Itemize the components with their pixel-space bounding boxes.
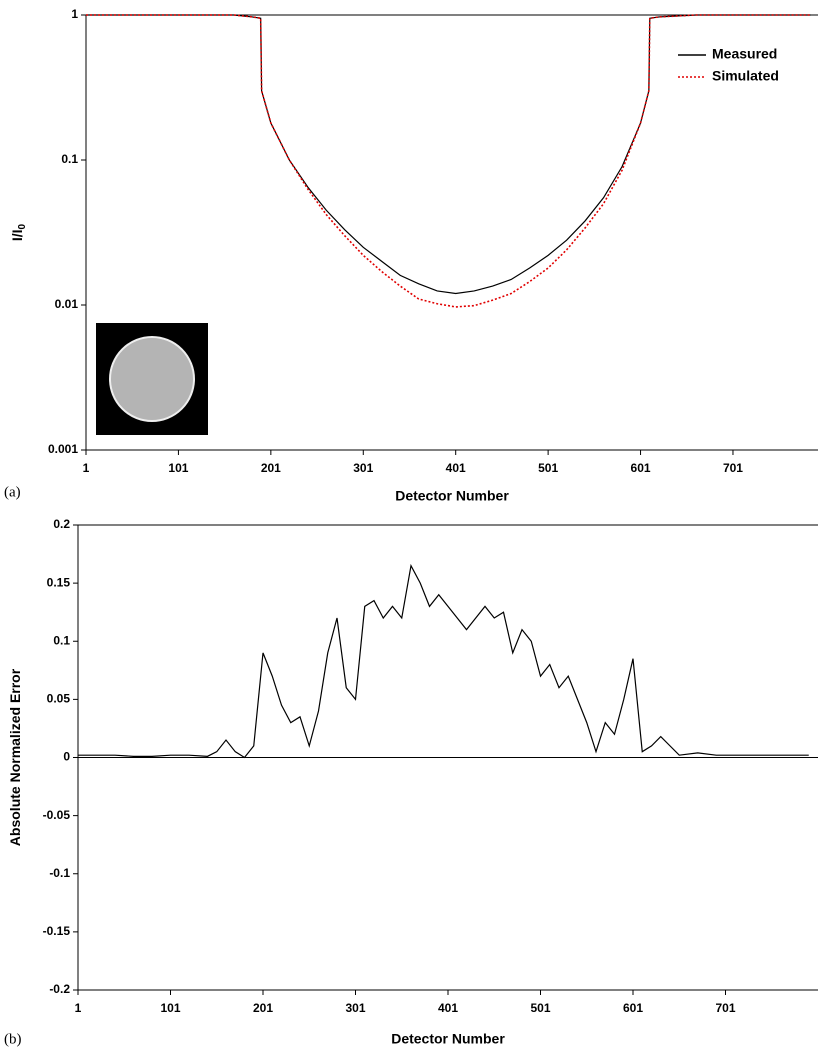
x-tick-label: 301 [345, 1001, 365, 1015]
x-tick-label: 301 [353, 461, 373, 475]
x-tick-label: 501 [530, 1001, 550, 1015]
y-tick-label: 1 [71, 7, 78, 21]
x-axis-title: Detector Number [395, 488, 509, 504]
series-line [78, 566, 809, 758]
y-tick-label: 0.05 [47, 692, 71, 706]
y-tick-label: 0.2 [53, 517, 70, 531]
x-tick-label: 101 [168, 461, 188, 475]
y-axis-title-subscript: 0 [17, 223, 28, 229]
y-axis-title: Absolute Normalized Error [7, 668, 23, 846]
x-tick-label: 101 [160, 1001, 180, 1015]
x-tick-label: 1 [75, 1001, 82, 1015]
y-tick-label: 0.1 [53, 633, 70, 647]
x-tick-label: 1 [83, 461, 90, 475]
y-tick-label: -0.15 [43, 924, 71, 938]
series-line [86, 15, 811, 307]
x-tick-label: 701 [723, 461, 743, 475]
x-tick-label: 701 [715, 1001, 735, 1015]
series-line [86, 15, 811, 294]
y-tick-label: -0.05 [43, 808, 71, 822]
x-axis-title: Detector Number [391, 1031, 505, 1047]
figure: 0.001 0.01 0.1 1 1 101 201 301 401 501 601 701 Detec… [0, 0, 819, 1050]
panel-label: (a) [4, 484, 21, 500]
y-axis-title-text: I/I [9, 229, 25, 241]
y-tick-label: -0.2 [49, 982, 70, 996]
y-axis-title-text: Absolute Normalized Error [7, 668, 23, 846]
y-tick-label: 0.01 [55, 297, 79, 311]
inset-disk [110, 337, 194, 421]
x-tick-label: 401 [438, 1001, 458, 1015]
y-tick-label: 0 [63, 750, 70, 764]
x-tick-label: 601 [623, 1001, 643, 1015]
y-tick-label: -0.1 [49, 866, 70, 880]
inset-image [96, 323, 208, 435]
legend-label: Simulated [712, 68, 779, 84]
legend-label: Measured [712, 46, 777, 62]
y-tick-label: 0.15 [47, 575, 71, 589]
x-tick-label: 501 [538, 461, 558, 475]
y-tick-label: 0.1 [61, 152, 78, 166]
panel-label: (b) [4, 1031, 22, 1047]
x-tick-label: 401 [446, 461, 466, 475]
y-axis-title: I/I0 [9, 223, 28, 241]
x-tick-label: 601 [631, 461, 651, 475]
y-tick-label: 0.001 [48, 442, 78, 456]
x-tick-label: 201 [261, 461, 281, 475]
x-tick-label: 201 [253, 1001, 273, 1015]
